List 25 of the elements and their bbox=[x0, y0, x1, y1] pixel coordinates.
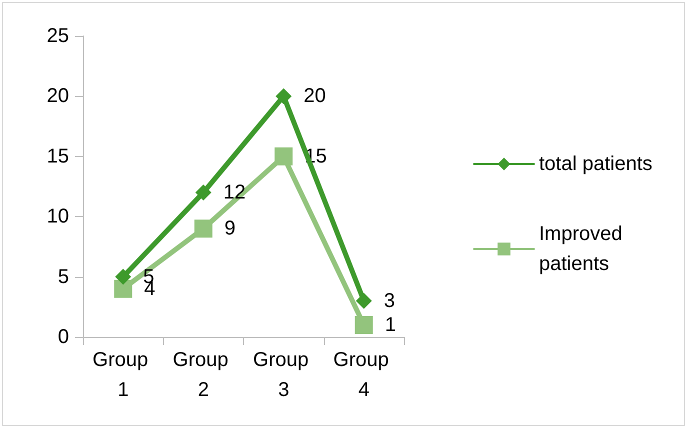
point bbox=[195, 184, 212, 201]
point bbox=[274, 147, 293, 166]
point bbox=[194, 220, 212, 238]
point bbox=[114, 280, 132, 298]
point bbox=[276, 88, 292, 104]
x-tick-label: Group 1 bbox=[92, 349, 154, 401]
point bbox=[354, 316, 373, 334]
y-tick-label: 0 bbox=[58, 326, 69, 348]
x-tick-label: Group 2 bbox=[172, 349, 234, 401]
data-label: 9 bbox=[224, 218, 236, 240]
x-tick-label: Group 3 bbox=[253, 349, 314, 401]
point bbox=[356, 292, 372, 309]
data-label: 3 bbox=[384, 290, 395, 312]
data-label: 1 bbox=[384, 314, 396, 336]
legend-label: total patients bbox=[539, 153, 652, 175]
data-label: 12 bbox=[223, 182, 246, 204]
y-tick-label: 15 bbox=[46, 145, 69, 168]
point bbox=[115, 268, 132, 285]
legend-label: Improved patients bbox=[539, 223, 628, 275]
data-label: 20 bbox=[304, 85, 326, 108]
y-tick-label: 20 bbox=[46, 85, 69, 108]
y-tick-label: 5 bbox=[58, 266, 69, 288]
x-tick-label: Group 4 bbox=[333, 349, 394, 401]
y-tick-label: 25 bbox=[46, 25, 69, 47]
y-tick-label: 10 bbox=[46, 206, 69, 228]
